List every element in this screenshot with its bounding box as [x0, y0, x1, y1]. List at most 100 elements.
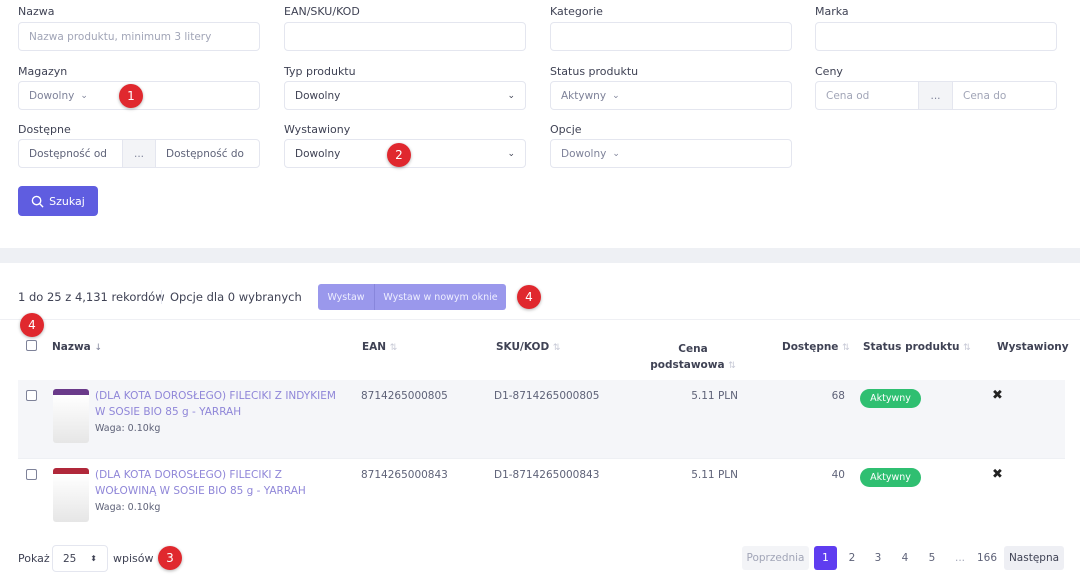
- listing-button-group: Wystaw Wystaw w nowym oknie: [318, 284, 506, 310]
- divider: [161, 290, 162, 304]
- records-count: 1 do 25 z 4,131 rekordów: [18, 290, 165, 304]
- ean-label: EAN/SKU/KOD: [284, 5, 360, 18]
- row-checkbox[interactable]: [26, 469, 37, 480]
- kategorie-input[interactable]: [550, 22, 792, 51]
- product-thumbnail: [53, 468, 89, 522]
- magazyn-value: Dowolny: [29, 89, 75, 102]
- column-label: podstawowa: [650, 359, 725, 371]
- cena-do-input[interactable]: Cena do: [952, 81, 1057, 110]
- magazyn-select[interactable]: Dowolny ⌄: [18, 81, 260, 110]
- price-cell: 5.11 PLN: [691, 469, 738, 481]
- column-label: SKU/KOD: [496, 341, 550, 353]
- sku-cell: D1-8714265000843: [494, 469, 600, 481]
- page-3-button[interactable]: 3: [874, 552, 882, 564]
- annotation-badge: 4: [20, 313, 44, 337]
- selected-count: Opcje dla 0 wybranych: [170, 290, 302, 304]
- column-cena[interactable]: Cena podstawowa ⇅: [650, 341, 736, 374]
- dostepne-label: Dostępne: [18, 123, 71, 136]
- column-sku[interactable]: SKU/KOD ⇅: [496, 341, 560, 353]
- nazwa-placeholder: Nazwa produktu, minimum 3 litery: [29, 30, 212, 43]
- typ-select[interactable]: Dowolny ⌄: [284, 81, 526, 110]
- select-all-checkbox[interactable]: [26, 340, 37, 351]
- dostepnosc-do-input[interactable]: Dostępność do: [155, 139, 260, 168]
- ean-input[interactable]: [284, 22, 526, 51]
- dostepnosc-od-input[interactable]: Dostępność od: [18, 139, 123, 168]
- stepper-icon: ⬍: [90, 554, 97, 563]
- annotation-badge: 4: [517, 285, 541, 309]
- chevron-down-icon: ⌄: [507, 90, 515, 101]
- page-2-button[interactable]: 2: [848, 552, 856, 564]
- sort-icon: ⇅: [552, 343, 561, 353]
- pagination-ellipsis: ...: [954, 552, 965, 564]
- wystaw-button[interactable]: Wystaw: [318, 284, 375, 310]
- column-label: Dostępne: [782, 341, 839, 353]
- column-label: Status produktu: [863, 341, 960, 353]
- ean-cell: 8714265000843: [361, 469, 448, 481]
- opcje-value: Dowolny: [561, 147, 607, 160]
- search-button[interactable]: Szukaj: [18, 186, 98, 216]
- typ-label: Typ produktu: [284, 65, 356, 78]
- product-name-link[interactable]: (DLA KOTA DOROSŁEGO) FILECIKI Z INDYKIEM…: [95, 390, 336, 418]
- sort-icon: ⇅: [963, 343, 971, 353]
- column-label: EAN: [362, 341, 387, 353]
- nazwa-input[interactable]: Nazwa produktu, minimum 3 litery: [18, 22, 260, 51]
- ceny-label: Ceny: [815, 65, 843, 78]
- ean-cell: 8714265000805: [361, 390, 448, 402]
- next-page-button[interactable]: Następna: [1004, 546, 1064, 570]
- sort-desc-icon: ↓: [94, 343, 102, 353]
- wystaw-new-window-button[interactable]: Wystaw w nowym oknie: [383, 291, 498, 303]
- annotation-badge: 2: [387, 143, 411, 167]
- cena-do-placeholder: Cena do: [963, 89, 1007, 102]
- product-name-link[interactable]: (DLA KOTA DOROSŁEGO) FILECIKI Z WOŁOWINĄ…: [95, 469, 306, 497]
- sort-icon: ⇅: [389, 343, 398, 353]
- column-label: Cena: [678, 343, 708, 355]
- search-label: Szukaj: [49, 194, 85, 208]
- status-select[interactable]: Aktywny ⌄: [550, 81, 792, 110]
- annotation-badge: 3: [158, 546, 182, 570]
- not-listed-icon: ✖: [992, 388, 1003, 403]
- cena-od-input[interactable]: Cena od: [815, 81, 919, 110]
- cena-od-placeholder: Cena od: [826, 89, 870, 102]
- available-cell: 68: [831, 390, 845, 402]
- magazyn-label: Magazyn: [18, 65, 68, 78]
- column-wystawiony: Wystawiony: [997, 341, 1069, 353]
- price-cell: 5.11 PLN: [691, 390, 738, 402]
- wystawiony-value: Dowolny: [295, 147, 341, 160]
- product-thumbnail: [53, 389, 89, 443]
- column-nazwa[interactable]: Nazwa ↓: [52, 341, 102, 353]
- chevron-down-icon: ⌄: [612, 90, 620, 101]
- page-166-button[interactable]: 166: [976, 552, 998, 564]
- status-value: Aktywny: [561, 89, 607, 102]
- marka-label: Marka: [815, 5, 849, 18]
- per-page-value: 25: [63, 552, 77, 565]
- dostepnosc-od-placeholder: Dostępność od: [29, 147, 107, 160]
- sort-icon: ⇅: [842, 343, 850, 353]
- column-status[interactable]: Status produktu ⇅: [863, 341, 971, 353]
- column-dostepne[interactable]: Dostępne ⇅: [782, 341, 850, 353]
- status-badge: Aktywny: [860, 468, 921, 487]
- sort-icon: ⇅: [728, 361, 736, 371]
- page-1-button[interactable]: 1: [814, 546, 837, 570]
- search-icon: [31, 195, 44, 208]
- column-ean[interactable]: EAN ⇅: [362, 341, 397, 353]
- per-page-select[interactable]: 25 ⬍: [52, 545, 108, 572]
- typ-value: Dowolny: [295, 89, 341, 102]
- annotation-badge: 1: [119, 84, 143, 108]
- product-weight: Waga: 0.10kg: [95, 502, 161, 513]
- chevron-down-icon: ⌄: [507, 148, 515, 159]
- row-checkbox[interactable]: [26, 390, 37, 401]
- page-4-button[interactable]: 4: [901, 552, 909, 564]
- marka-input[interactable]: [815, 22, 1057, 51]
- available-cell: 40: [831, 469, 845, 481]
- opcje-select[interactable]: Dowolny ⌄: [550, 139, 792, 168]
- section-divider: [0, 248, 1080, 263]
- kategorie-label: Kategorie: [550, 5, 603, 18]
- entries-label: wpisów: [113, 552, 154, 565]
- nazwa-label: Nazwa: [18, 5, 55, 18]
- sku-cell: D1-8714265000805: [494, 390, 600, 402]
- prev-page-button[interactable]: Poprzednia: [742, 546, 809, 570]
- table-row: (DLA KOTA DOROSŁEGO) FILECIKI Z WOŁOWINĄ…: [18, 458, 1065, 536]
- page-5-button[interactable]: 5: [928, 552, 936, 564]
- column-label: Nazwa: [52, 341, 91, 353]
- status-badge: Aktywny: [860, 389, 921, 408]
